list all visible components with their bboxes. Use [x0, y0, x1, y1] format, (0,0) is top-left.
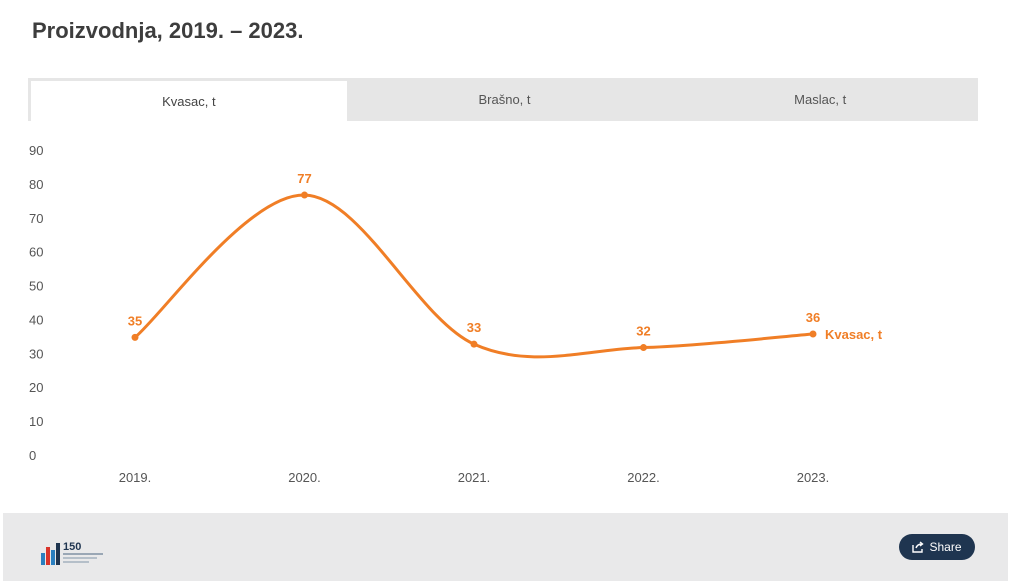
y-tick-label: 90 — [29, 143, 43, 158]
x-tick-label: 2022. — [627, 470, 660, 485]
data-point — [470, 340, 478, 348]
y-tick-label: 40 — [29, 312, 43, 327]
series-end-label: Kvasac, t — [825, 327, 883, 342]
data-label: 77 — [297, 171, 311, 186]
y-tick-label: 80 — [29, 177, 43, 192]
data-point — [640, 344, 647, 352]
data-point — [131, 333, 139, 341]
footer-bar: 150 Share — [3, 513, 1008, 581]
chart-title: Proizvodnja, 2019. – 2023. — [32, 18, 304, 43]
x-tick-label: 2020. — [288, 470, 321, 485]
x-tick-label: 2021. — [458, 470, 491, 485]
line-chart: 0 10 20 30 40 50 60 70 80 90 2019. 2020. 2021. 2022. 2… — [29, 143, 883, 485]
series-line — [133, 193, 815, 359]
tab-maslac[interactable]: Maslac, t — [794, 92, 847, 107]
x-tick-label: 2019. — [119, 470, 152, 485]
logo-text: 150 — [63, 541, 81, 553]
y-tick-label: 0 — [29, 448, 36, 463]
x-tick-label: 2023. — [797, 470, 830, 485]
chart-area: 0 10 20 30 40 50 60 70 80 90 2019. 2020. 2021. 2022. 2… — [0, 121, 1024, 511]
y-tick-label: 50 — [29, 279, 43, 294]
data-point — [809, 330, 817, 338]
data-label: 33 — [467, 320, 481, 335]
tab-brasno[interactable]: Brašno, t — [478, 92, 531, 107]
share-button[interactable]: Share — [899, 534, 975, 560]
data-label: 32 — [636, 324, 650, 339]
y-tick-label: 60 — [29, 245, 43, 260]
y-tick-label: 10 — [29, 414, 43, 429]
bar-logo-icon: 150 — [41, 541, 103, 565]
y-tick-label: 70 — [29, 211, 43, 226]
series-tabs: Kvasac, t Brašno, t Maslac, t — [28, 78, 978, 121]
y-tick-label: 30 — [29, 346, 43, 361]
tab-kvasac[interactable]: Kvasac, t — [31, 81, 347, 121]
data-label: 35 — [128, 313, 142, 328]
share-icon — [912, 541, 925, 553]
share-label: Share — [929, 540, 962, 554]
data-label: 36 — [806, 310, 820, 325]
y-tick-label: 20 — [29, 380, 43, 395]
data-point — [301, 191, 308, 199]
